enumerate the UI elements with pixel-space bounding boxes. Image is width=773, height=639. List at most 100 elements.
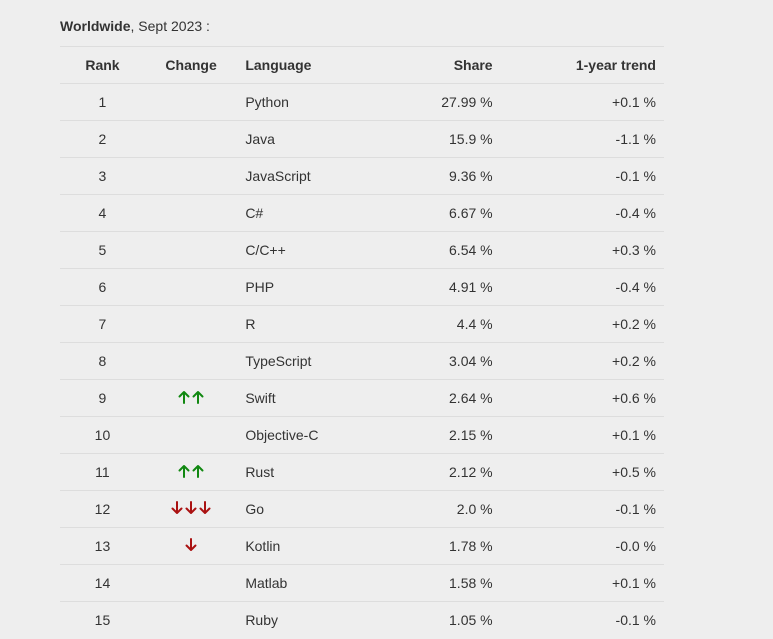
- trend-cell: +0.5 %: [500, 453, 664, 491]
- trend-cell: -0.1 %: [500, 490, 664, 528]
- arrow-down-icon: [171, 501, 183, 514]
- language-cell: PHP: [237, 268, 403, 306]
- rank-cell: 7: [60, 305, 145, 343]
- caption-region: Worldwide: [60, 18, 131, 34]
- table-row: 7 R 4.4 % +0.2 %: [60, 305, 664, 343]
- table-row: 3 JavaScript 9.36 % -0.1 %: [60, 157, 664, 195]
- rank-up-indicator: [178, 463, 204, 479]
- header-trend: 1-year trend: [500, 46, 664, 84]
- change-cell: [144, 194, 238, 232]
- arrow-up-icon: [192, 465, 204, 478]
- trend-cell: +0.1 %: [500, 416, 664, 454]
- share-cell: 6.67 %: [402, 194, 501, 232]
- change-cell: [144, 379, 238, 417]
- change-cell: [144, 453, 238, 491]
- rank-cell: 15: [60, 601, 145, 639]
- rank-cell: 4: [60, 194, 145, 232]
- language-cell: C#: [237, 194, 403, 232]
- arrow-down-icon: [185, 501, 197, 514]
- change-cell: [144, 83, 238, 121]
- header-share: Share: [402, 46, 501, 84]
- trend-cell: +0.1 %: [500, 83, 664, 121]
- change-cell: [144, 490, 238, 528]
- share-cell: 4.4 %: [402, 305, 501, 343]
- change-cell: [144, 305, 238, 343]
- table-row: 15 Ruby 1.05 % -0.1 %: [60, 601, 664, 639]
- trend-cell: -0.0 %: [500, 527, 664, 565]
- change-cell: [144, 157, 238, 195]
- rank-cell: 1: [60, 83, 145, 121]
- language-cell: Kotlin: [237, 527, 403, 565]
- language-cell: Rust: [237, 453, 403, 491]
- share-cell: 3.04 %: [402, 342, 501, 380]
- table-body: 1 Python 27.99 % +0.1 % 2 Java 15.9 % -1.1 % 3 Ja…: [60, 83, 664, 639]
- rank-cell: 6: [60, 268, 145, 306]
- share-cell: 2.15 %: [402, 416, 501, 454]
- rank-cell: 2: [60, 120, 145, 158]
- trend-cell: -0.1 %: [500, 601, 664, 639]
- share-cell: 2.12 %: [402, 453, 501, 491]
- change-cell: [144, 268, 238, 306]
- language-cell: TypeScript: [237, 342, 403, 380]
- rank-cell: 10: [60, 416, 145, 454]
- table-row: 1 Python 27.99 % +0.1 %: [60, 83, 664, 121]
- arrow-up-icon: [192, 391, 204, 404]
- change-cell: [144, 416, 238, 454]
- table-row: 13 Kotlin 1.78 % -0.0 %: [60, 527, 664, 565]
- rank-down-indicator: [185, 537, 197, 553]
- share-cell: 1.58 %: [402, 564, 501, 602]
- table-row: 4 C# 6.67 % -0.4 %: [60, 194, 664, 232]
- trend-cell: -0.4 %: [500, 268, 664, 306]
- trend-cell: +0.2 %: [500, 305, 664, 343]
- rank-up-indicator: [178, 389, 204, 405]
- arrow-up-icon: [178, 465, 190, 478]
- change-cell: [144, 564, 238, 602]
- share-cell: 1.78 %: [402, 527, 501, 565]
- header-language: Language: [237, 46, 403, 84]
- change-cell: [144, 231, 238, 269]
- caption-date: , Sept 2023 :: [130, 18, 210, 34]
- share-cell: 2.0 %: [402, 490, 501, 528]
- language-cell: Swift: [237, 379, 403, 417]
- rank-cell: 12: [60, 490, 145, 528]
- trend-cell: -0.1 %: [500, 157, 664, 195]
- rank-down-indicator: [171, 500, 211, 516]
- table-caption: Worldwide, Sept 2023 :: [60, 17, 210, 35]
- header-change: Change: [144, 46, 238, 84]
- change-cell: [144, 527, 238, 565]
- language-cell: Objective-C: [237, 416, 403, 454]
- language-cell: Python: [237, 83, 403, 121]
- table-row: 12 Go 2.0 % -0.1 %: [60, 490, 664, 528]
- table-row: 10 Objective-C 2.15 % +0.1 %: [60, 416, 664, 454]
- language-ranking-table: Rank Change Language Share 1-year trend …: [60, 46, 664, 639]
- share-cell: 9.36 %: [402, 157, 501, 195]
- language-cell: Java: [237, 120, 403, 158]
- rank-cell: 11: [60, 453, 145, 491]
- table-row: 14 Matlab 1.58 % +0.1 %: [60, 564, 664, 602]
- arrow-down-icon: [185, 538, 197, 551]
- rank-cell: 9: [60, 379, 145, 417]
- share-cell: 1.05 %: [402, 601, 501, 639]
- table-row: 5 C/C++ 6.54 % +0.3 %: [60, 231, 664, 269]
- trend-cell: +0.1 %: [500, 564, 664, 602]
- trend-cell: +0.6 %: [500, 379, 664, 417]
- arrow-down-icon: [199, 501, 211, 514]
- language-cell: R: [237, 305, 403, 343]
- table-row: 9 Swift 2.64 % +0.6 %: [60, 379, 664, 417]
- trend-cell: -0.4 %: [500, 194, 664, 232]
- trend-cell: +0.2 %: [500, 342, 664, 380]
- rank-cell: 8: [60, 342, 145, 380]
- share-cell: 15.9 %: [402, 120, 501, 158]
- share-cell: 6.54 %: [402, 231, 501, 269]
- change-cell: [144, 120, 238, 158]
- trend-cell: -1.1 %: [500, 120, 664, 158]
- rank-cell: 3: [60, 157, 145, 195]
- trend-cell: +0.3 %: [500, 231, 664, 269]
- language-cell: C/C++: [237, 231, 403, 269]
- header-rank: Rank: [60, 46, 145, 84]
- change-cell: [144, 601, 238, 639]
- language-cell: Matlab: [237, 564, 403, 602]
- rank-cell: 14: [60, 564, 145, 602]
- share-cell: 27.99 %: [402, 83, 501, 121]
- table-row: 11 Rust 2.12 % +0.5 %: [60, 453, 664, 491]
